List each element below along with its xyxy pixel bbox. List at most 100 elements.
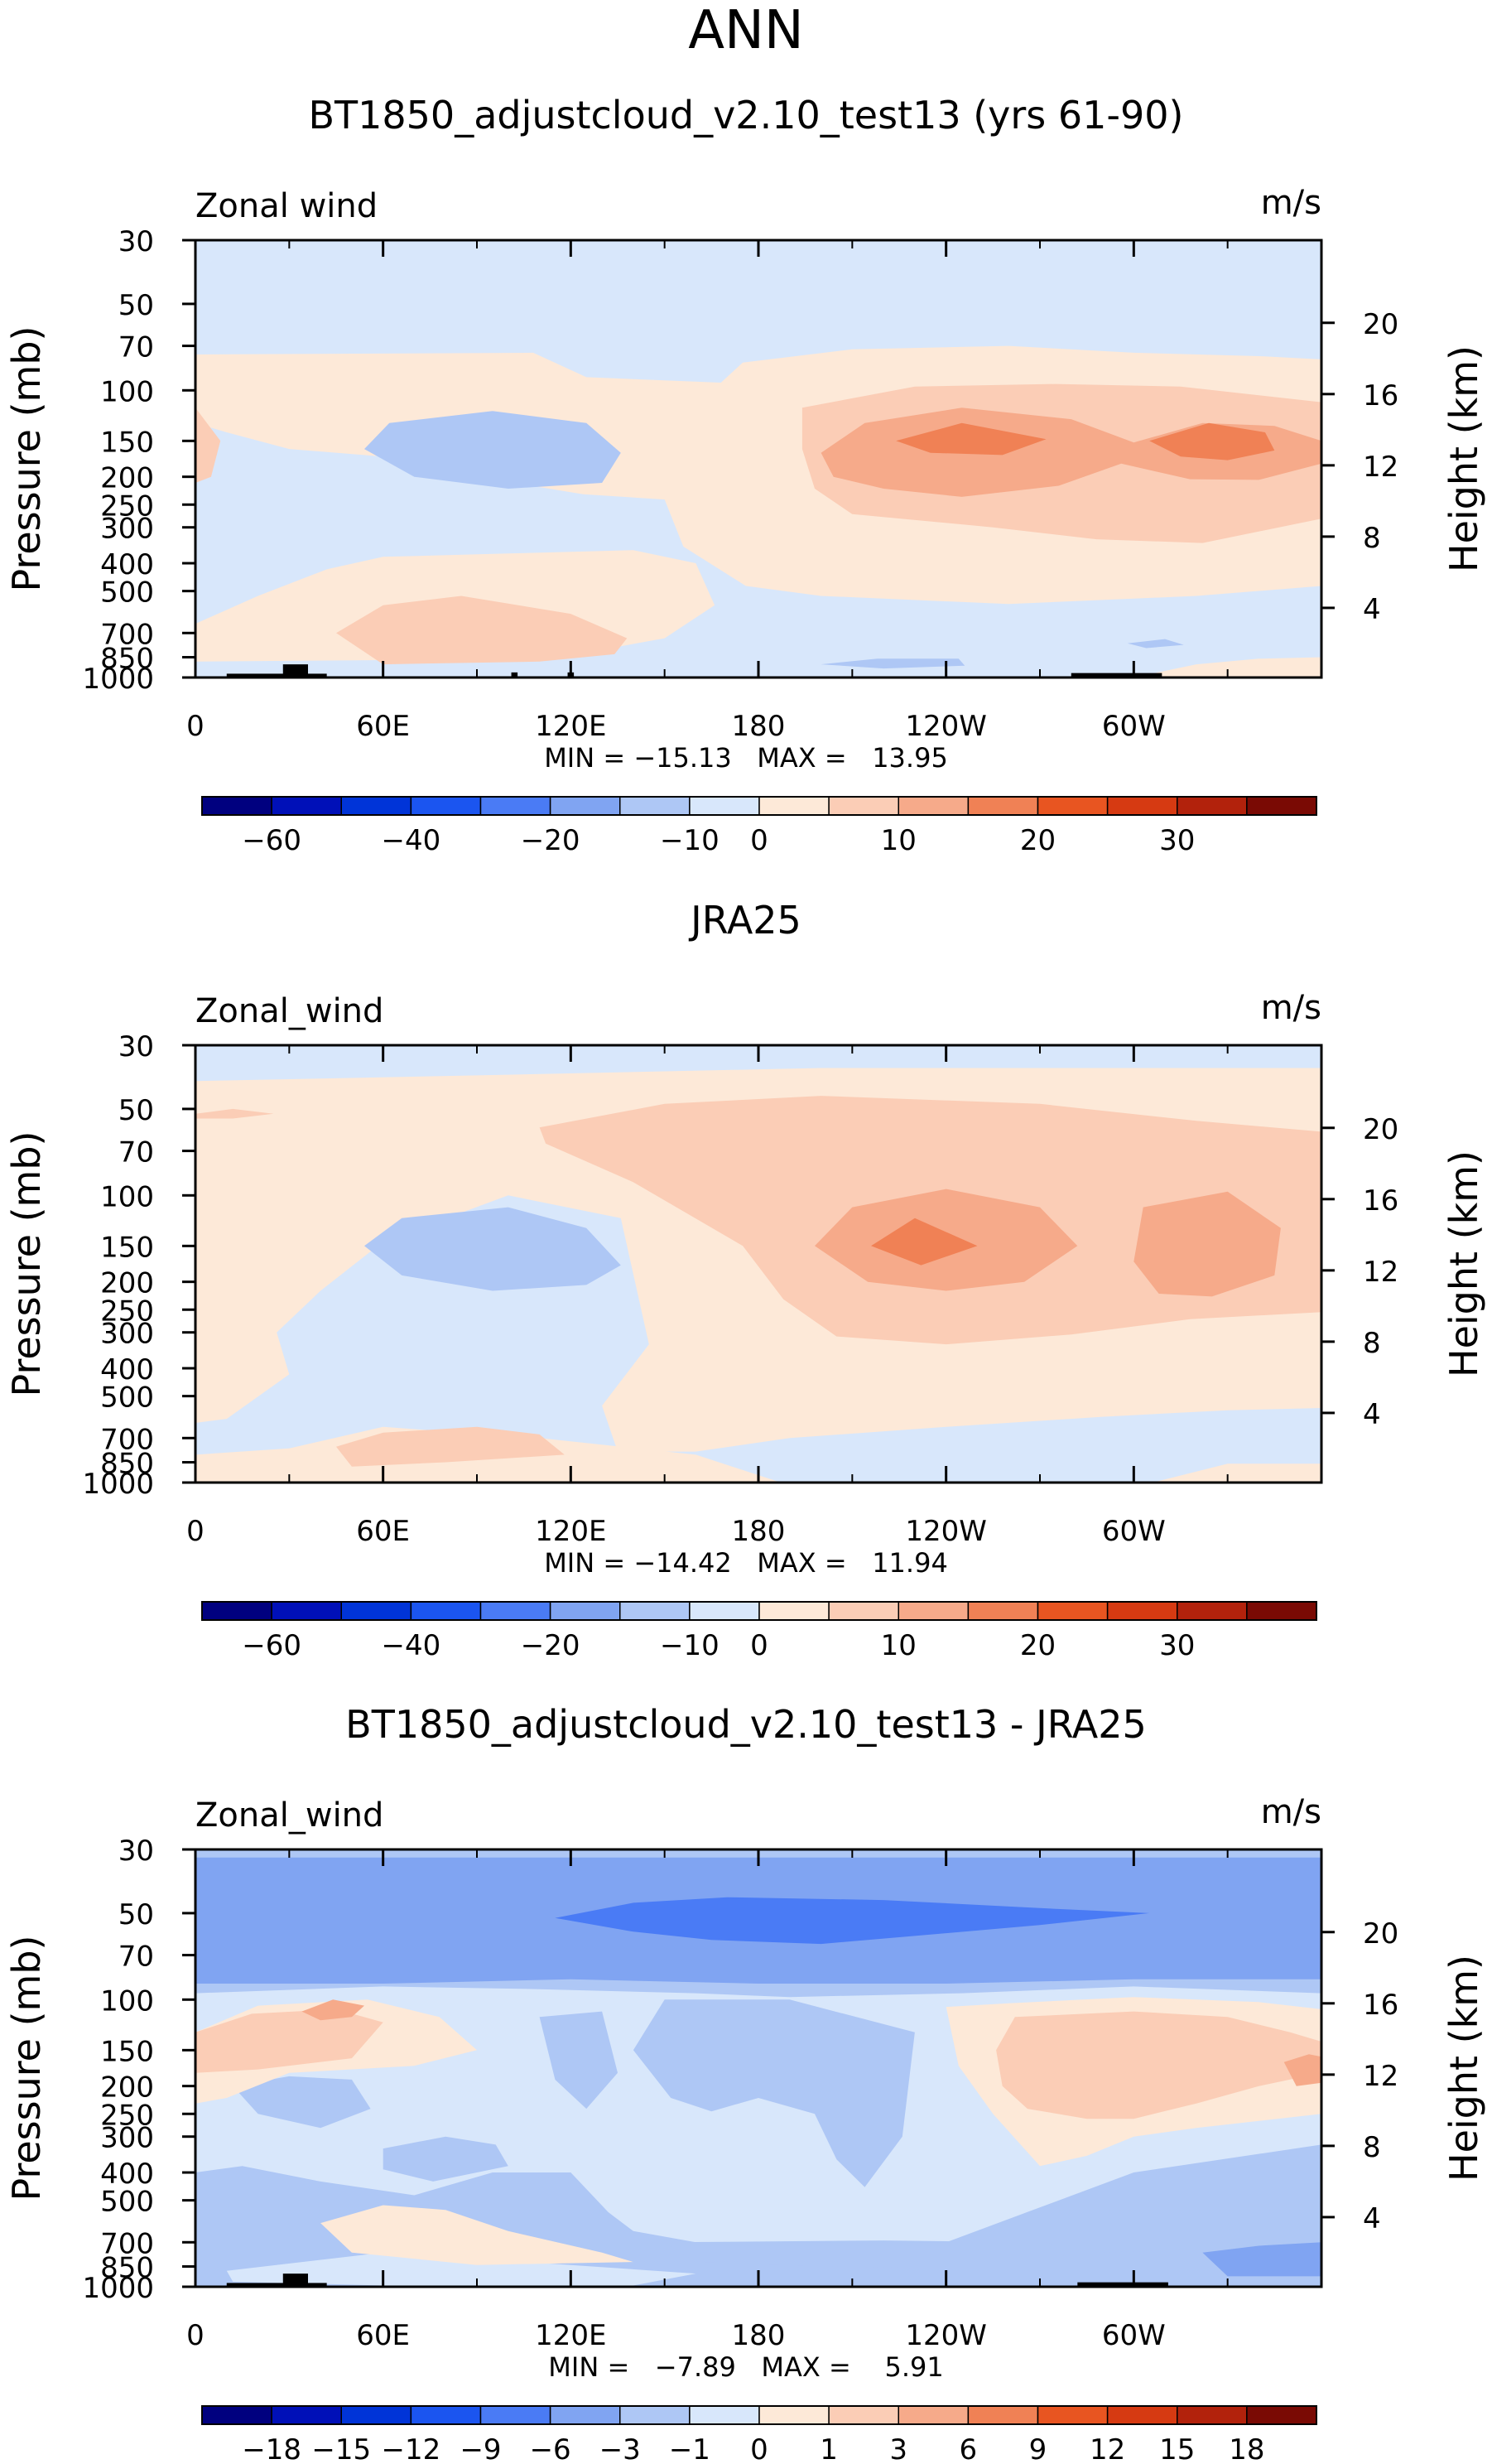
pressure-tick-label: 200: [100, 2071, 154, 2105]
colorbar-tick-label: −12: [381, 2433, 440, 2464]
height-tick-label: 4: [1363, 2202, 1381, 2235]
colorbar-swatch: [828, 1601, 899, 1621]
colorbar-tick-label: −3: [599, 2433, 641, 2464]
lon-tick-label: 120W: [905, 1515, 987, 1548]
pressure-tick-label: 500: [100, 576, 154, 610]
lon-tick-label: 120E: [535, 2319, 606, 2352]
colorbar-swatch: [619, 796, 691, 816]
y-axis-title: Pressure (mb): [4, 1936, 49, 2201]
colorbar-tick-label: 30: [1159, 824, 1195, 857]
y-axis-title: Pressure (mb): [4, 326, 49, 592]
lon-tick-label: 180: [732, 710, 786, 743]
min-max-label: MIN = −7.89 MAX = 5.91: [548, 2351, 943, 2383]
colorbar-frame: [201, 1601, 1317, 1621]
contour-region: [383, 2136, 508, 2182]
colorbar-tick-label: −6: [530, 2433, 571, 2464]
colorbar-tick-label: −40: [381, 824, 440, 857]
contour-region: [336, 596, 628, 665]
pressure-tick-label: 150: [100, 1231, 154, 1264]
colorbar-tick-label: −40: [381, 1629, 440, 1662]
pressure-tick-label: 700: [100, 1423, 154, 1456]
colorbar-swatch: [1246, 2405, 1317, 2425]
contour-region: [1153, 1463, 1321, 1483]
pressure-tick-label: 700: [100, 2227, 154, 2260]
contour-region: [555, 1897, 1150, 1945]
pressure-tick-label: 700: [100, 618, 154, 651]
colorbar-tick-label: 20: [1020, 1629, 1056, 1662]
contour-region: [664, 2240, 1071, 2269]
colorbar-swatch: [689, 796, 760, 816]
colorbar-swatch: [1106, 796, 1178, 816]
contour-region: [1133, 1191, 1281, 1297]
height-tick-label: 16: [1363, 379, 1398, 412]
colorbar-tick-label: 0: [750, 2433, 768, 2464]
colorbar-swatch: [271, 2405, 342, 2425]
topography-mask: [511, 672, 518, 677]
colorbar-swatch: [479, 1601, 551, 1621]
contour-region: [1202, 2242, 1321, 2277]
colorbar-swatch: [1037, 796, 1109, 816]
pressure-tick-label: 500: [100, 2186, 154, 2219]
colorbar-tick-label: −9: [460, 2433, 501, 2464]
colorbar: −60 −40 −20 −10 0 10 20 30: [201, 796, 1317, 857]
topography-mask: [1077, 2282, 1168, 2287]
pressure-tick-label: 300: [100, 513, 154, 546]
contour-fills: [195, 240, 1321, 677]
colorbar-swatch: [271, 1601, 342, 1621]
contour-region: [1127, 639, 1184, 649]
colorbar-swatch: [549, 796, 621, 816]
height-tick-label: 16: [1363, 1989, 1398, 2022]
colorbar-tick-label: 6: [960, 2433, 978, 2464]
contour-region: [364, 1207, 621, 1291]
lon-tick-label: 0: [186, 2319, 205, 2352]
colorbar-swatch: [619, 2405, 691, 2425]
pressure-tick-label: 850: [100, 1448, 154, 1481]
height-tick-label: 4: [1363, 1398, 1381, 1431]
y2-axis-title: Height (km): [1441, 1955, 1486, 2182]
min-max-label: MIN = −14.42 MAX = 11.94: [544, 1547, 948, 1579]
lon-tick-label: 0: [186, 1515, 205, 1548]
colorbar-tick-label: −1: [669, 2433, 710, 2464]
colorbar-swatch: [410, 2405, 482, 2425]
colorbar: −60 −40 −20 −10 0 10 20 30: [201, 1601, 1317, 1662]
colorbar-swatch: [1177, 2405, 1248, 2425]
height-tick-label: 8: [1363, 2131, 1381, 2164]
contour-fills: [195, 1045, 1321, 1483]
colorbar-swatch: [967, 796, 1039, 816]
lon-tick-label: 60E: [356, 1515, 410, 1548]
colorbar-tick-label: 10: [881, 824, 917, 857]
contour-region: [896, 422, 1047, 456]
pressure-tick-label: 50: [118, 1094, 154, 1127]
colorbar-tick-label: 3: [889, 2433, 907, 2464]
pressure-tick-label: 100: [100, 375, 154, 408]
pressure-tick-label: 150: [100, 426, 154, 459]
variable-label: Zonal_wind: [195, 992, 383, 1030]
panel-model: BT1850_adjustcloud_v2.10_test13 (yrs 61-…: [4, 93, 1486, 857]
colorbar-swatch: [479, 796, 551, 816]
height-tick-label: 8: [1363, 522, 1381, 555]
panel-title: BT1850_adjustcloud_v2.10_test13 - JRA25: [345, 1702, 1147, 1747]
colorbar-swatch: [201, 796, 272, 816]
colorbar-tick-label: 0: [750, 1629, 768, 1662]
colorbar-swatch: [201, 1601, 272, 1621]
pressure-tick-label: 300: [100, 2122, 154, 2155]
colorbar-swatch: [758, 796, 830, 816]
contour-region: [996, 2011, 1321, 2119]
height-tick-label: 12: [1363, 1256, 1398, 1289]
pressure-tick-label: 200: [100, 462, 154, 495]
contour-region: [821, 658, 965, 669]
lon-tick-label: 60W: [1102, 2319, 1166, 2352]
colorbar-tick-label: −10: [660, 1629, 720, 1662]
colorbar-swatch: [1177, 1601, 1248, 1621]
pressure-tick-label: 850: [100, 643, 154, 676]
colorbar-swatch: [898, 1601, 970, 1621]
panels: BT1850_adjustcloud_v2.10_test13 (yrs 61-…: [4, 93, 1486, 2464]
pressure-tick-label: 250: [100, 1295, 154, 1328]
lon-tick-label: 60W: [1102, 1515, 1166, 1548]
colorbar-tick-label: −18: [242, 2433, 301, 2464]
pressure-tick-label: 1000: [82, 663, 154, 696]
lon-tick-label: 120E: [535, 1515, 606, 1548]
topography-mask: [1071, 673, 1162, 677]
height-tick-label: 8: [1363, 1327, 1381, 1360]
colorbar-swatch: [898, 796, 970, 816]
